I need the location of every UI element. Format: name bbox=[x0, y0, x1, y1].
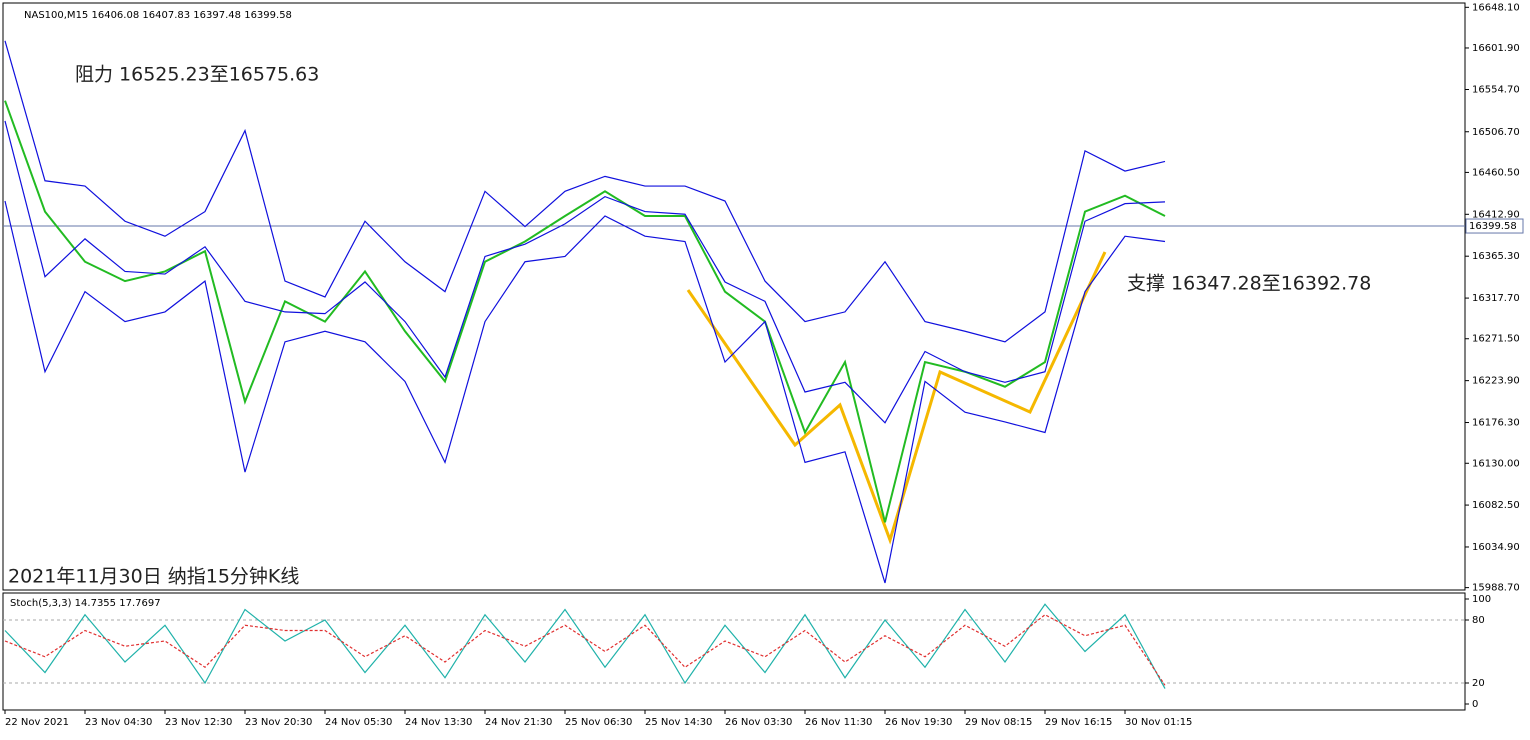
x-tick-label: 24 Nov 05:30 bbox=[325, 717, 392, 728]
y-tick-label: 16601.90 bbox=[1472, 43, 1520, 54]
y-tick-label: 80 bbox=[1472, 615, 1485, 626]
header-part: 16399.58 bbox=[244, 10, 292, 21]
y-tick-label: 16271.50 bbox=[1472, 334, 1520, 345]
series-line bbox=[4, 120, 1166, 424]
header-part: 16406.08 bbox=[91, 10, 139, 21]
y-tick-label: 16460.50 bbox=[1472, 167, 1520, 178]
support-note: 支撑 16347.28至16392.78 bbox=[1127, 273, 1371, 295]
x-tick-label: 24 Nov 21:30 bbox=[485, 717, 552, 728]
y-tick-label: 0 bbox=[1472, 699, 1478, 710]
y-tick-label: 100 bbox=[1472, 594, 1491, 605]
caption-note: 2021年11月30日 纳指15分钟K线 bbox=[8, 566, 299, 588]
header-part: 14.7355 bbox=[75, 598, 116, 609]
header-part: 17.7697 bbox=[119, 598, 160, 609]
y-tick-label: 16317.70 bbox=[1472, 293, 1520, 304]
x-tick-label: 22 Nov 2021 bbox=[5, 717, 69, 728]
y-tick-label: 16365.30 bbox=[1472, 251, 1520, 262]
y-tick-label: 16506.70 bbox=[1472, 127, 1520, 138]
x-tick-label: 25 Nov 14:30 bbox=[645, 717, 712, 728]
arrow-path bbox=[686, 251, 1107, 545]
x-tick-label: 29 Nov 08:15 bbox=[965, 717, 1032, 728]
series-line bbox=[4, 603, 1166, 689]
y-tick-label: 16223.90 bbox=[1472, 376, 1520, 387]
series-line bbox=[4, 200, 1166, 584]
x-tick-label: 23 Nov 12:30 bbox=[165, 717, 232, 728]
header-part: Stoch(5,3,3) bbox=[10, 598, 72, 609]
header-part: 16397.48 bbox=[193, 10, 241, 21]
series-line bbox=[4, 614, 1166, 686]
y-tick-label: 16412.90 bbox=[1472, 209, 1520, 220]
last-price-box bbox=[1465, 218, 1524, 234]
x-tick-label: 25 Nov 06:30 bbox=[565, 717, 632, 728]
x-tick-label: 23 Nov 20:30 bbox=[245, 717, 312, 728]
stoch-pane bbox=[2, 592, 1466, 711]
x-tick-label: 24 Nov 13:30 bbox=[405, 717, 472, 728]
y-tick-label: 20 bbox=[1472, 678, 1485, 689]
y-tick-label: 16034.90 bbox=[1472, 542, 1520, 553]
y-tick-label: 16176.30 bbox=[1472, 418, 1520, 429]
resistance-note: 阻力 16525.23至16575.63 bbox=[75, 64, 319, 86]
pattern-arrows bbox=[686, 251, 1107, 545]
y-tick-label: 16082.50 bbox=[1472, 500, 1520, 511]
series-line bbox=[4, 40, 1166, 343]
y-tick-label: 16130.00 bbox=[1472, 458, 1520, 469]
x-tick-label: 26 Nov 19:30 bbox=[885, 717, 952, 728]
series-line bbox=[4, 100, 1166, 523]
x-tick-label: 23 Nov 04:30 bbox=[85, 717, 152, 728]
main-pane bbox=[2, 2, 1466, 591]
header-part: NAS100,M15 bbox=[24, 10, 88, 21]
x-tick-label: 29 Nov 16:15 bbox=[1045, 717, 1112, 728]
last-price-label: 16399.58 bbox=[1469, 221, 1517, 232]
header: NAS100,M15 16406.08 16407.83 16397.48 16… bbox=[24, 10, 292, 21]
stoch-header: Stoch(5,3,3) 14.7355 17.7697 bbox=[10, 598, 161, 609]
y-tick-label: 16554.70 bbox=[1472, 85, 1520, 96]
header-part: 16407.83 bbox=[142, 10, 190, 21]
x-tick-label: 26 Nov 11:30 bbox=[805, 717, 872, 728]
y-tick-label: 16648.10 bbox=[1472, 2, 1520, 13]
x-tick-label: 30 Nov 01:15 bbox=[1125, 717, 1192, 728]
x-tick-label: 26 Nov 03:30 bbox=[725, 717, 792, 728]
y-tick-label: 15988.70 bbox=[1472, 583, 1520, 594]
